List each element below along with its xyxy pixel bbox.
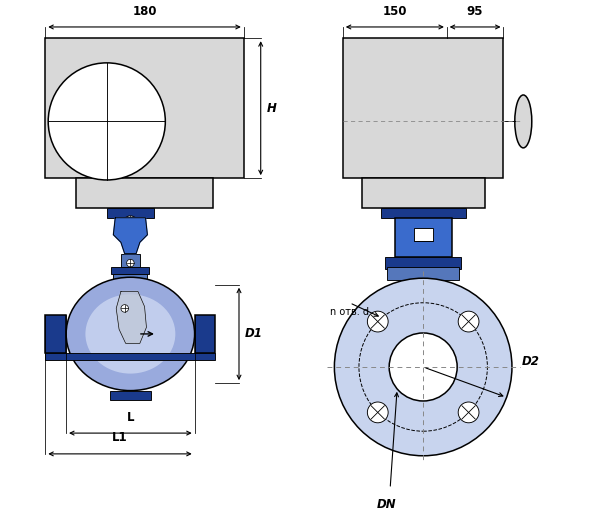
Bar (414, 228, 433, 242)
Bar (110, 390, 151, 400)
Bar (45, 315, 66, 353)
Circle shape (126, 259, 134, 267)
Circle shape (123, 216, 138, 231)
Bar (121, 253, 140, 267)
Circle shape (367, 311, 388, 332)
Bar (395, 218, 451, 258)
Bar (386, 258, 461, 269)
Circle shape (335, 278, 512, 456)
Circle shape (367, 402, 388, 423)
Bar (45, 38, 244, 178)
Bar (381, 208, 465, 218)
Circle shape (121, 305, 128, 312)
Ellipse shape (85, 294, 176, 373)
Text: H: H (266, 102, 276, 115)
Ellipse shape (515, 95, 532, 148)
Bar (343, 38, 503, 178)
Bar (114, 274, 147, 284)
Text: D2: D2 (521, 355, 539, 368)
Text: L1: L1 (112, 431, 128, 444)
Ellipse shape (66, 277, 195, 390)
Bar (45, 353, 216, 360)
Bar (387, 267, 459, 280)
Bar (195, 315, 216, 353)
Text: 180: 180 (132, 5, 157, 17)
Polygon shape (114, 218, 147, 253)
Text: n отв. d: n отв. d (330, 307, 369, 317)
Text: DN: DN (376, 498, 396, 511)
Bar (362, 178, 484, 208)
Bar (76, 178, 214, 208)
Circle shape (389, 333, 457, 401)
Text: 95: 95 (467, 5, 483, 17)
Circle shape (49, 63, 165, 180)
Circle shape (458, 311, 479, 332)
Bar (112, 267, 149, 274)
Text: D1: D1 (244, 327, 263, 341)
Bar (107, 208, 154, 218)
Polygon shape (116, 291, 146, 343)
Circle shape (458, 402, 479, 423)
Text: L: L (126, 410, 134, 424)
Text: 150: 150 (383, 5, 407, 17)
